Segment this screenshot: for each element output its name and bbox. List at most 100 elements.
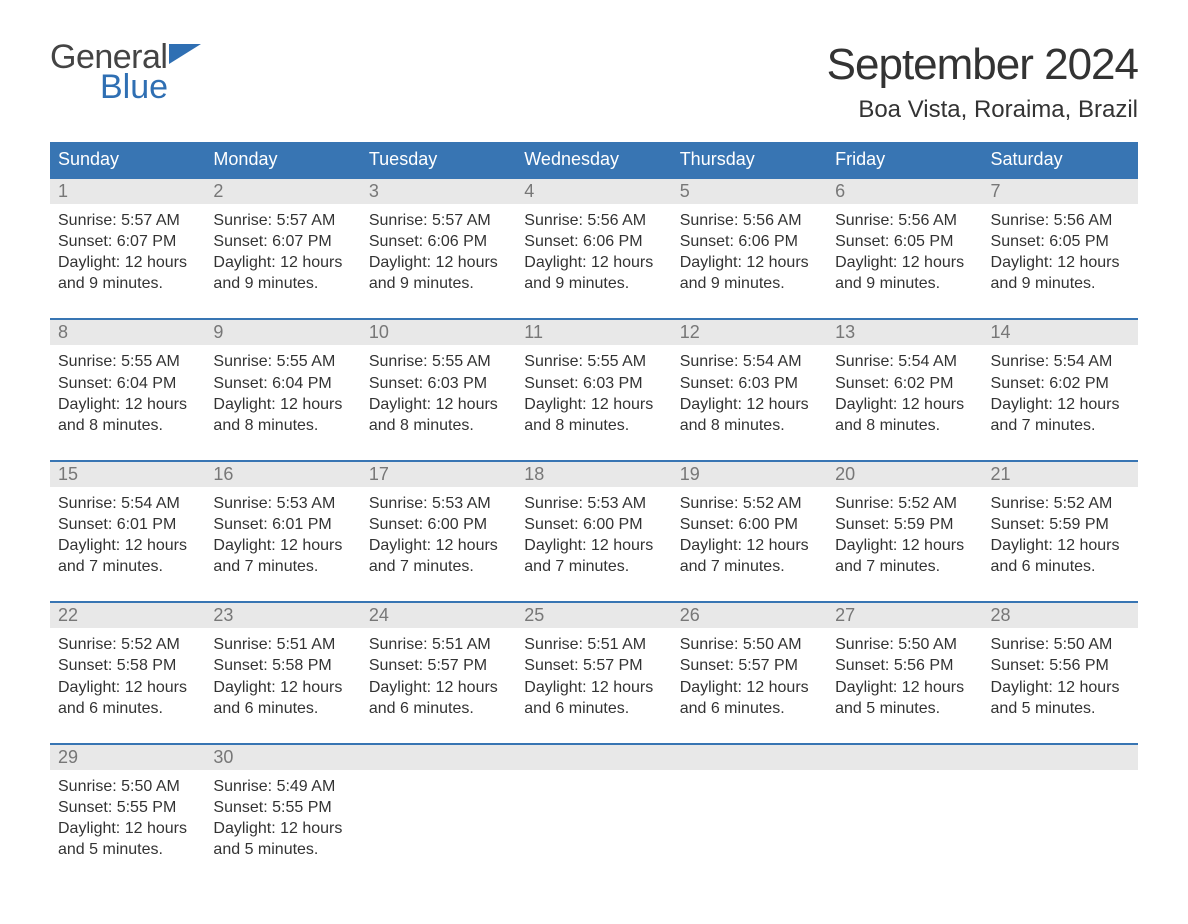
day-number: 1: [50, 179, 205, 204]
day-number: 26: [672, 603, 827, 628]
daylight-line: Daylight: 12 hours and 6 minutes.: [213, 677, 352, 719]
day-number: 19: [672, 462, 827, 487]
day-number: 28: [983, 603, 1138, 628]
day-cell: 21Sunrise: 5:52 AMSunset: 5:59 PMDayligh…: [983, 461, 1138, 602]
sunrise-line: Sunrise: 5:54 AM: [680, 351, 819, 372]
day-number: 30: [205, 745, 360, 770]
sunset-line: Sunset: 5:56 PM: [991, 655, 1130, 676]
sunset-line: Sunset: 6:02 PM: [991, 373, 1130, 394]
day-number: 24: [361, 603, 516, 628]
sunrise-line: Sunrise: 5:51 AM: [369, 634, 508, 655]
header: General Blue September 2024 Boa Vista, R…: [50, 40, 1138, 124]
day-cell: 26Sunrise: 5:50 AMSunset: 5:57 PMDayligh…: [672, 602, 827, 743]
day-cell: 27Sunrise: 5:50 AMSunset: 5:56 PMDayligh…: [827, 602, 982, 743]
daylight-line: Daylight: 12 hours and 9 minutes.: [991, 252, 1130, 294]
empty-day-bar: [361, 745, 516, 770]
daylight-line: Daylight: 12 hours and 6 minutes.: [680, 677, 819, 719]
sunset-line: Sunset: 6:02 PM: [835, 373, 974, 394]
sunset-line: Sunset: 5:56 PM: [835, 655, 974, 676]
sunrise-line: Sunrise: 5:49 AM: [213, 776, 352, 797]
sunset-line: Sunset: 5:59 PM: [991, 514, 1130, 535]
daylight-line: Daylight: 12 hours and 9 minutes.: [680, 252, 819, 294]
day-number: 14: [983, 320, 1138, 345]
day-number: 2: [205, 179, 360, 204]
day-number: 16: [205, 462, 360, 487]
sunset-line: Sunset: 5:55 PM: [58, 797, 197, 818]
sunrise-line: Sunrise: 5:51 AM: [213, 634, 352, 655]
day-cell: 1Sunrise: 5:57 AMSunset: 6:07 PMDaylight…: [50, 178, 205, 319]
sunset-line: Sunset: 6:00 PM: [369, 514, 508, 535]
empty-day-bar: [516, 745, 671, 770]
day-cell: [827, 744, 982, 884]
day-cell: 6Sunrise: 5:56 AMSunset: 6:05 PMDaylight…: [827, 178, 982, 319]
month-title: September 2024: [827, 40, 1138, 90]
calendar-table: SundayMondayTuesdayWednesdayThursdayFrid…: [50, 142, 1138, 884]
day-cell: 25Sunrise: 5:51 AMSunset: 5:57 PMDayligh…: [516, 602, 671, 743]
sunrise-line: Sunrise: 5:57 AM: [369, 210, 508, 231]
sunrise-line: Sunrise: 5:57 AM: [213, 210, 352, 231]
day-cell: [516, 744, 671, 884]
week-row: 15Sunrise: 5:54 AMSunset: 6:01 PMDayligh…: [50, 461, 1138, 602]
sunrise-line: Sunrise: 5:50 AM: [58, 776, 197, 797]
day-body: Sunrise: 5:55 AMSunset: 6:03 PMDaylight:…: [516, 345, 671, 435]
day-number: 7: [983, 179, 1138, 204]
day-number: 4: [516, 179, 671, 204]
day-number: 23: [205, 603, 360, 628]
sunset-line: Sunset: 6:07 PM: [213, 231, 352, 252]
day-body: Sunrise: 5:54 AMSunset: 6:02 PMDaylight:…: [983, 345, 1138, 435]
sunset-line: Sunset: 6:01 PM: [58, 514, 197, 535]
daylight-line: Daylight: 12 hours and 9 minutes.: [835, 252, 974, 294]
sunset-line: Sunset: 6:01 PM: [213, 514, 352, 535]
day-header-row: SundayMondayTuesdayWednesdayThursdayFrid…: [50, 142, 1138, 178]
day-cell: 23Sunrise: 5:51 AMSunset: 5:58 PMDayligh…: [205, 602, 360, 743]
day-header: Saturday: [983, 142, 1138, 178]
daylight-line: Daylight: 12 hours and 7 minutes.: [213, 535, 352, 577]
title-block: September 2024 Boa Vista, Roraima, Brazi…: [827, 40, 1138, 124]
day-body: Sunrise: 5:54 AMSunset: 6:01 PMDaylight:…: [50, 487, 205, 577]
day-body: Sunrise: 5:52 AMSunset: 5:59 PMDaylight:…: [827, 487, 982, 577]
sunset-line: Sunset: 5:57 PM: [369, 655, 508, 676]
day-body: Sunrise: 5:56 AMSunset: 6:05 PMDaylight:…: [983, 204, 1138, 294]
day-body: Sunrise: 5:54 AMSunset: 6:02 PMDaylight:…: [827, 345, 982, 435]
day-cell: 24Sunrise: 5:51 AMSunset: 5:57 PMDayligh…: [361, 602, 516, 743]
day-cell: 15Sunrise: 5:54 AMSunset: 6:01 PMDayligh…: [50, 461, 205, 602]
sunrise-line: Sunrise: 5:54 AM: [58, 493, 197, 514]
day-number: 20: [827, 462, 982, 487]
sunset-line: Sunset: 6:00 PM: [680, 514, 819, 535]
daylight-line: Daylight: 12 hours and 6 minutes.: [58, 677, 197, 719]
day-number: 6: [827, 179, 982, 204]
daylight-line: Daylight: 12 hours and 7 minutes.: [369, 535, 508, 577]
daylight-line: Daylight: 12 hours and 9 minutes.: [369, 252, 508, 294]
day-cell: 18Sunrise: 5:53 AMSunset: 6:00 PMDayligh…: [516, 461, 671, 602]
daylight-line: Daylight: 12 hours and 8 minutes.: [835, 394, 974, 436]
sunrise-line: Sunrise: 5:52 AM: [991, 493, 1130, 514]
daylight-line: Daylight: 12 hours and 7 minutes.: [991, 394, 1130, 436]
day-number: 11: [516, 320, 671, 345]
day-header: Wednesday: [516, 142, 671, 178]
sunrise-line: Sunrise: 5:55 AM: [213, 351, 352, 372]
daylight-line: Daylight: 12 hours and 6 minutes.: [991, 535, 1130, 577]
sunset-line: Sunset: 5:57 PM: [680, 655, 819, 676]
day-cell: 30Sunrise: 5:49 AMSunset: 5:55 PMDayligh…: [205, 744, 360, 884]
day-body: Sunrise: 5:52 AMSunset: 6:00 PMDaylight:…: [672, 487, 827, 577]
day-cell: 19Sunrise: 5:52 AMSunset: 6:00 PMDayligh…: [672, 461, 827, 602]
sunset-line: Sunset: 6:06 PM: [680, 231, 819, 252]
sunrise-line: Sunrise: 5:56 AM: [835, 210, 974, 231]
sunset-line: Sunset: 6:05 PM: [991, 231, 1130, 252]
sunrise-line: Sunrise: 5:53 AM: [524, 493, 663, 514]
daylight-line: Daylight: 12 hours and 6 minutes.: [524, 677, 663, 719]
day-number: 9: [205, 320, 360, 345]
day-body: Sunrise: 5:51 AMSunset: 5:57 PMDaylight:…: [516, 628, 671, 718]
sunset-line: Sunset: 6:03 PM: [524, 373, 663, 394]
daylight-line: Daylight: 12 hours and 5 minutes.: [213, 818, 352, 860]
day-cell: 4Sunrise: 5:56 AMSunset: 6:06 PMDaylight…: [516, 178, 671, 319]
daylight-line: Daylight: 12 hours and 5 minutes.: [58, 818, 197, 860]
day-body: Sunrise: 5:54 AMSunset: 6:03 PMDaylight:…: [672, 345, 827, 435]
day-body: Sunrise: 5:56 AMSunset: 6:06 PMDaylight:…: [672, 204, 827, 294]
day-body: Sunrise: 5:50 AMSunset: 5:57 PMDaylight:…: [672, 628, 827, 718]
location: Boa Vista, Roraima, Brazil: [827, 96, 1138, 124]
day-body: Sunrise: 5:56 AMSunset: 6:06 PMDaylight:…: [516, 204, 671, 294]
empty-day-bar: [827, 745, 982, 770]
calendar-body: 1Sunrise: 5:57 AMSunset: 6:07 PMDaylight…: [50, 178, 1138, 884]
day-body: Sunrise: 5:49 AMSunset: 5:55 PMDaylight:…: [205, 770, 360, 860]
